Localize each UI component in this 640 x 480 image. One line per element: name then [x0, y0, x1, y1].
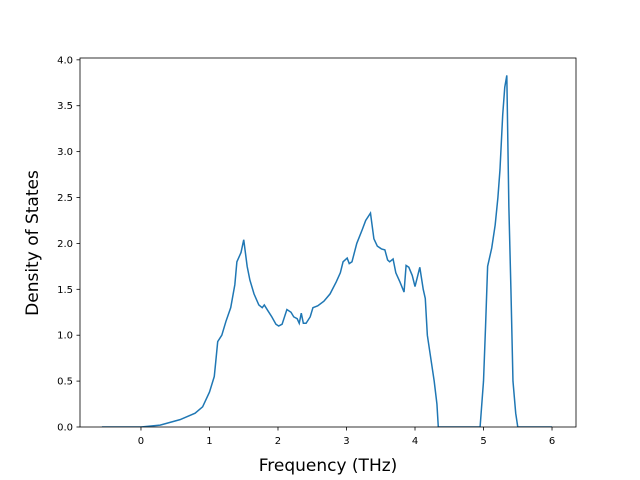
y-tick-label: 2.0: [57, 239, 73, 250]
x-tick-label: 3: [343, 436, 349, 447]
y-tick-label: 3.0: [57, 147, 73, 158]
x-tick-label: 5: [480, 436, 486, 447]
x-tick-label: 1: [206, 436, 212, 447]
x-tick-label: 2: [275, 436, 281, 447]
x-tick-label: 0: [138, 436, 144, 447]
x-tick-label: 6: [549, 436, 555, 447]
y-tick-label: 1.5: [57, 285, 73, 296]
y-tick-label: 0.0: [57, 423, 73, 434]
y-axis-label: Density of States: [23, 170, 43, 316]
line: [101, 75, 553, 427]
y-tick-label: 3.5: [57, 101, 73, 112]
x-tick-label: 4: [412, 436, 418, 447]
y-tick-label: 2.5: [57, 193, 73, 204]
plot-frame: [79, 57, 577, 428]
y-tick-label: 1.0: [57, 331, 73, 342]
y-tick-label: 4.0: [57, 55, 73, 66]
y-tick-label: 0.5: [57, 377, 73, 388]
x-axis-label: Frequency (THz): [259, 456, 398, 476]
